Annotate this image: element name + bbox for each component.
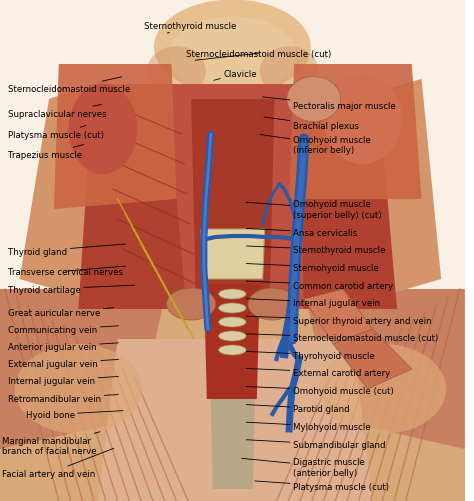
Text: Common carotid artery: Common carotid artery — [246, 281, 393, 290]
Text: Sternothyroid muscle: Sternothyroid muscle — [246, 246, 385, 255]
Polygon shape — [211, 399, 255, 489]
Ellipse shape — [147, 47, 206, 97]
Polygon shape — [78, 85, 186, 310]
Polygon shape — [204, 285, 260, 399]
Text: Internal jugular vein: Internal jugular vein — [9, 376, 118, 385]
Text: Transverse cervical nerves: Transverse cervical nerves — [9, 267, 126, 276]
Text: Sternocleidomastoid muscle: Sternocleidomastoid muscle — [9, 78, 131, 94]
Polygon shape — [191, 100, 274, 310]
Polygon shape — [78, 85, 392, 310]
Polygon shape — [201, 229, 264, 280]
Ellipse shape — [219, 290, 246, 300]
Text: Mylohyoid muscle: Mylohyoid muscle — [246, 422, 370, 431]
Text: Platysma muscle (cut): Platysma muscle (cut) — [9, 126, 104, 140]
Ellipse shape — [323, 75, 402, 165]
Ellipse shape — [69, 85, 137, 175]
Text: Ansa cervicalis: Ansa cervicalis — [246, 228, 357, 237]
Polygon shape — [299, 85, 397, 310]
Text: Parotid gland: Parotid gland — [246, 404, 349, 413]
Text: Pectoralis major muscle: Pectoralis major muscle — [263, 98, 395, 111]
Text: Marginal mandibular
branch of facial nerve: Marginal mandibular branch of facial ner… — [2, 432, 100, 455]
Text: Hyoid bone: Hyoid bone — [26, 410, 123, 419]
Text: Sternothyroid muscle: Sternothyroid muscle — [144, 22, 237, 34]
Text: Omohyoid muscle
(inferior belly): Omohyoid muscle (inferior belly) — [260, 135, 371, 155]
Polygon shape — [353, 80, 441, 300]
Polygon shape — [0, 290, 465, 501]
Text: Thyroid cartilage: Thyroid cartilage — [9, 285, 135, 294]
Text: Internal jugular vein: Internal jugular vein — [246, 299, 380, 308]
Text: Superior thyroid artery and vein: Superior thyroid artery and vein — [246, 316, 431, 325]
Text: Retromandibular vein: Retromandibular vein — [9, 394, 118, 403]
Text: Sternocleidomastoid muscle (cut): Sternocleidomastoid muscle (cut) — [246, 334, 438, 343]
Text: External jugular vein: External jugular vein — [9, 359, 118, 368]
Text: Thyroid gland: Thyroid gland — [9, 244, 126, 256]
Ellipse shape — [219, 304, 246, 313]
Ellipse shape — [154, 1, 311, 95]
Text: Thyrohyoid muscle: Thyrohyoid muscle — [246, 351, 374, 360]
Text: Digastric muscle
(anterior belly): Digastric muscle (anterior belly) — [242, 457, 365, 476]
Text: Brachial plexus: Brachial plexus — [264, 118, 359, 131]
Text: Platysma muscle (cut): Platysma muscle (cut) — [255, 481, 389, 491]
Ellipse shape — [219, 345, 246, 355]
Polygon shape — [289, 65, 421, 199]
Polygon shape — [19, 80, 108, 300]
Polygon shape — [98, 339, 373, 501]
Ellipse shape — [319, 344, 446, 434]
Polygon shape — [0, 290, 167, 449]
Text: Supraclavicular nerves: Supraclavicular nerves — [9, 105, 107, 119]
Text: Facial artery and vein: Facial artery and vein — [2, 448, 114, 478]
Ellipse shape — [287, 77, 341, 122]
Polygon shape — [304, 290, 465, 449]
Ellipse shape — [260, 47, 319, 97]
Text: External carotid artery: External carotid artery — [246, 368, 390, 377]
Text: Omohyoid muscle
(superior belly) (cut): Omohyoid muscle (superior belly) (cut) — [246, 200, 382, 219]
Text: Omohyoid muscle (cut): Omohyoid muscle (cut) — [246, 386, 393, 395]
Text: Sternocleidomastoid muscle (cut): Sternocleidomastoid muscle (cut) — [186, 50, 331, 61]
Text: Sternohyoid muscle: Sternohyoid muscle — [246, 264, 379, 273]
Text: Clavicle: Clavicle — [214, 70, 256, 81]
Text: Submandibular gland: Submandibular gland — [246, 440, 385, 449]
Ellipse shape — [219, 331, 246, 341]
Polygon shape — [304, 290, 373, 344]
Ellipse shape — [169, 18, 296, 92]
Text: Great auricular nerve: Great auricular nerve — [9, 308, 114, 318]
Text: Communicating vein: Communicating vein — [9, 326, 118, 335]
Ellipse shape — [219, 317, 246, 327]
Ellipse shape — [15, 344, 142, 434]
Ellipse shape — [248, 289, 297, 320]
Polygon shape — [54, 65, 176, 209]
Polygon shape — [333, 329, 412, 389]
Ellipse shape — [167, 289, 216, 320]
Text: Trapezius muscle: Trapezius muscle — [9, 145, 83, 160]
Text: Anterior jugular vein: Anterior jugular vein — [9, 343, 118, 352]
